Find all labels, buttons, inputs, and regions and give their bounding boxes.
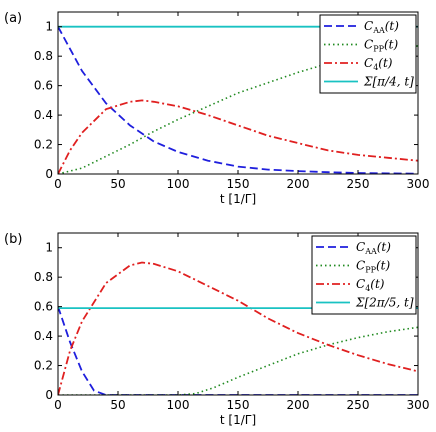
x-tick-label: 250 <box>347 398 370 412</box>
y-tick-label: 0.2 <box>34 359 53 373</box>
x-axis-label: t [1/Γ] <box>220 192 256 206</box>
legend-label: C4(t) <box>356 277 385 293</box>
legend: CAA(t) CPP(t) C4(t) Σ[π/4, t] <box>319 14 417 94</box>
x-axis-label: t [1/Γ] <box>220 413 256 427</box>
x-tick-label: 100 <box>167 398 190 412</box>
legend-label: CAA(t) <box>364 19 399 35</box>
y-tick-label: 0.2 <box>34 138 53 152</box>
series-line-2 <box>58 261 418 395</box>
y-tick-label: 1 <box>45 20 53 34</box>
panel-0: (a) 0 50 100 150 200 250 300 0 0.2 0.4 0.6 0.8 1 t [1/… <box>4 11 429 206</box>
series-line-1 <box>58 326 418 395</box>
y-tick-label: 0.8 <box>34 49 53 63</box>
x-tick-label: 150 <box>227 398 250 412</box>
panel-1: (b) 0 50 100 150 200 250 300 0 0.2 0.4 0.6 0.8 1 t [1/… <box>4 232 429 427</box>
panel-label: (a) <box>4 11 22 26</box>
legend-box <box>319 14 417 94</box>
legend: CAA(t) CPP(t) C4(t) Σ[2π/5, t] <box>311 235 417 315</box>
legend-label: CAA(t) <box>356 240 391 256</box>
y-tick-label: 0.4 <box>34 108 53 122</box>
x-tick-label: 0 <box>54 398 62 412</box>
legend-box <box>311 235 417 315</box>
x-tick-label: 200 <box>287 398 310 412</box>
x-tick-label: 150 <box>227 177 250 191</box>
x-tick-label: 50 <box>110 398 125 412</box>
y-tick-label: 0 <box>45 388 53 402</box>
series-line-0 <box>58 26 418 174</box>
y-tick-label: 0.6 <box>34 79 53 93</box>
legend-label: C4(t) <box>364 56 393 72</box>
y-tick-label: 0.4 <box>34 329 53 343</box>
x-tick-label: 50 <box>110 177 125 191</box>
x-tick-label: 250 <box>347 177 370 191</box>
y-tick-label: 0.8 <box>34 270 53 284</box>
x-tick-label: 300 <box>407 398 430 412</box>
panel-label: (b) <box>4 232 22 247</box>
x-tick-label: 300 <box>407 177 430 191</box>
x-tick-label: 100 <box>167 177 190 191</box>
series-line-2 <box>58 99 418 174</box>
y-tick-label: 0 <box>45 167 53 181</box>
series-line-0 <box>58 306 418 395</box>
legend-label: Σ[π/4, t] <box>363 75 414 89</box>
y-tick-label: 0.6 <box>34 300 53 314</box>
legend-label: CPP(t) <box>356 259 390 275</box>
y-tick-label: 1 <box>45 241 53 255</box>
x-tick-label: 200 <box>287 177 310 191</box>
legend-label: Σ[2π/5, t] <box>355 296 414 310</box>
legend-label: CPP(t) <box>364 38 398 54</box>
x-tick-label: 0 <box>54 177 62 191</box>
